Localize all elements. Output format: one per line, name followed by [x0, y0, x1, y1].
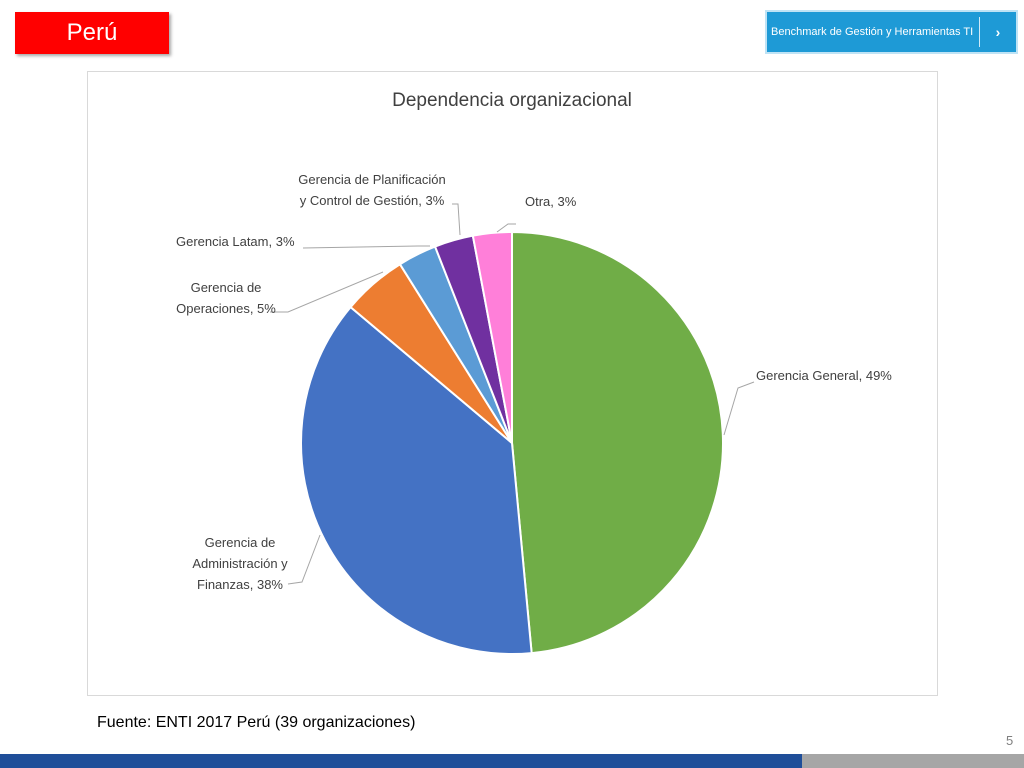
- data-label: Gerencia de Operaciones, 5%: [176, 280, 276, 316]
- footer-bar-gray: [802, 754, 1024, 768]
- data-label: Gerencia Latam, 3%: [176, 234, 295, 249]
- leader-line: [452, 203, 461, 236]
- page-number: 5: [1006, 733, 1014, 748]
- leader-line: [496, 223, 516, 233]
- chart-container: Dependencia organizacional Gerencia Gene…: [87, 71, 938, 696]
- leader-lines: [270, 203, 755, 585]
- leader-line: [270, 271, 384, 313]
- pie-slice: [300, 305, 533, 655]
- source-note: Fuente: ENTI 2017 Perú (39 organizacione…: [97, 714, 416, 731]
- chart-title: Dependencia organizacional: [392, 90, 632, 111]
- data-labels: Gerencia General, 49% Gerencia de Administ…: [176, 172, 892, 592]
- data-label: Gerencia de Planificación y Control de Ge…: [298, 172, 445, 208]
- country-tag: Perú: [15, 12, 169, 54]
- pie-chart: Dependencia organizacional Gerencia Gene…: [176, 90, 892, 655]
- benchmark-button-label: Benchmark de Gestión y Herramientas TI: [771, 26, 974, 38]
- data-label: Otra, 3%: [525, 194, 577, 209]
- pie-slice: [511, 230, 724, 655]
- benchmark-button[interactable]: Benchmark de Gestión y Herramientas TI ›: [765, 10, 1018, 54]
- footer-bar-blue: [0, 754, 802, 768]
- chevron-right-icon: ›: [995, 24, 1001, 40]
- pie-slice: [471, 230, 513, 444]
- pie-slices: [300, 230, 724, 655]
- data-label: Gerencia General, 49%: [756, 368, 892, 383]
- data-label: Gerencia de Administración y Finanzas, 38%: [192, 535, 288, 592]
- leader-line: [302, 245, 430, 249]
- leader-line: [723, 381, 755, 436]
- leader-line: [287, 534, 321, 585]
- benchmark-button-divider: [979, 17, 980, 47]
- country-label: Perú: [66, 19, 118, 46]
